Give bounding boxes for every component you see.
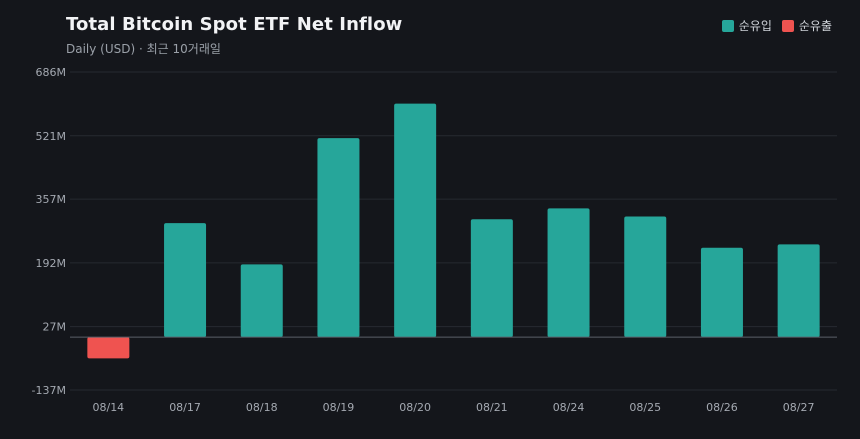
x-tick-label: 08/18: [246, 401, 278, 414]
legend-item-inflow[interactable]: 순유입: [721, 17, 772, 34]
x-tick-label: 08/21: [476, 401, 508, 414]
y-tick-label: 521M: [36, 130, 67, 143]
bar-08-18[interactable]: [240, 264, 283, 338]
x-tick-label: 08/24: [553, 401, 585, 414]
bar-08-25[interactable]: [624, 216, 667, 338]
legend-item-outflow[interactable]: 순유출: [781, 17, 832, 34]
x-tick-label: 08/25: [629, 401, 661, 414]
legend: 순유입 순유출: [721, 17, 832, 34]
y-tick-label: 192M: [36, 257, 67, 270]
legend-swatch-inflow: [721, 19, 734, 32]
x-tick-label: 08/14: [92, 401, 124, 414]
x-tick-label: 08/17: [169, 401, 201, 414]
x-tick-label: 08/19: [323, 401, 355, 414]
legend-swatch-outflow: [781, 19, 794, 32]
y-tick-label: 357M: [36, 193, 67, 206]
x-tick-label: 08/26: [706, 401, 738, 414]
x-axis-labels: 08/14 08/17 08/18 08/19 08/20 08/21 08/24 08/25…: [92, 401, 814, 414]
x-tick-label: 08/20: [399, 401, 431, 414]
bar-08-19[interactable]: [317, 138, 360, 338]
bar-08-27[interactable]: [777, 244, 820, 338]
legend-label-inflow: 순유입: [738, 19, 772, 33]
bar-08-17[interactable]: [164, 223, 207, 338]
y-axis-labels: -137M 27M 192M 357M 521M 686M: [32, 66, 66, 397]
y-tick-label: 27M: [43, 321, 67, 334]
chart-title: Total Bitcoin Spot ETF Net Inflow: [66, 14, 403, 35]
bar-08-14[interactable]: [87, 337, 130, 359]
y-tick-label: -137M: [32, 384, 66, 397]
bar-08-26[interactable]: [700, 247, 743, 338]
y-tick-label: 686M: [36, 66, 67, 79]
chart-subtitle: Daily (USD) · 최근 10거래일: [66, 42, 221, 56]
x-tick-label: 08/27: [783, 401, 815, 414]
bar-08-20[interactable]: [394, 103, 437, 338]
legend-label-outflow: 순유출: [798, 19, 832, 33]
bar-08-21[interactable]: [470, 219, 513, 338]
bar-08-24[interactable]: [547, 208, 590, 338]
bar-layer: [87, 103, 820, 359]
